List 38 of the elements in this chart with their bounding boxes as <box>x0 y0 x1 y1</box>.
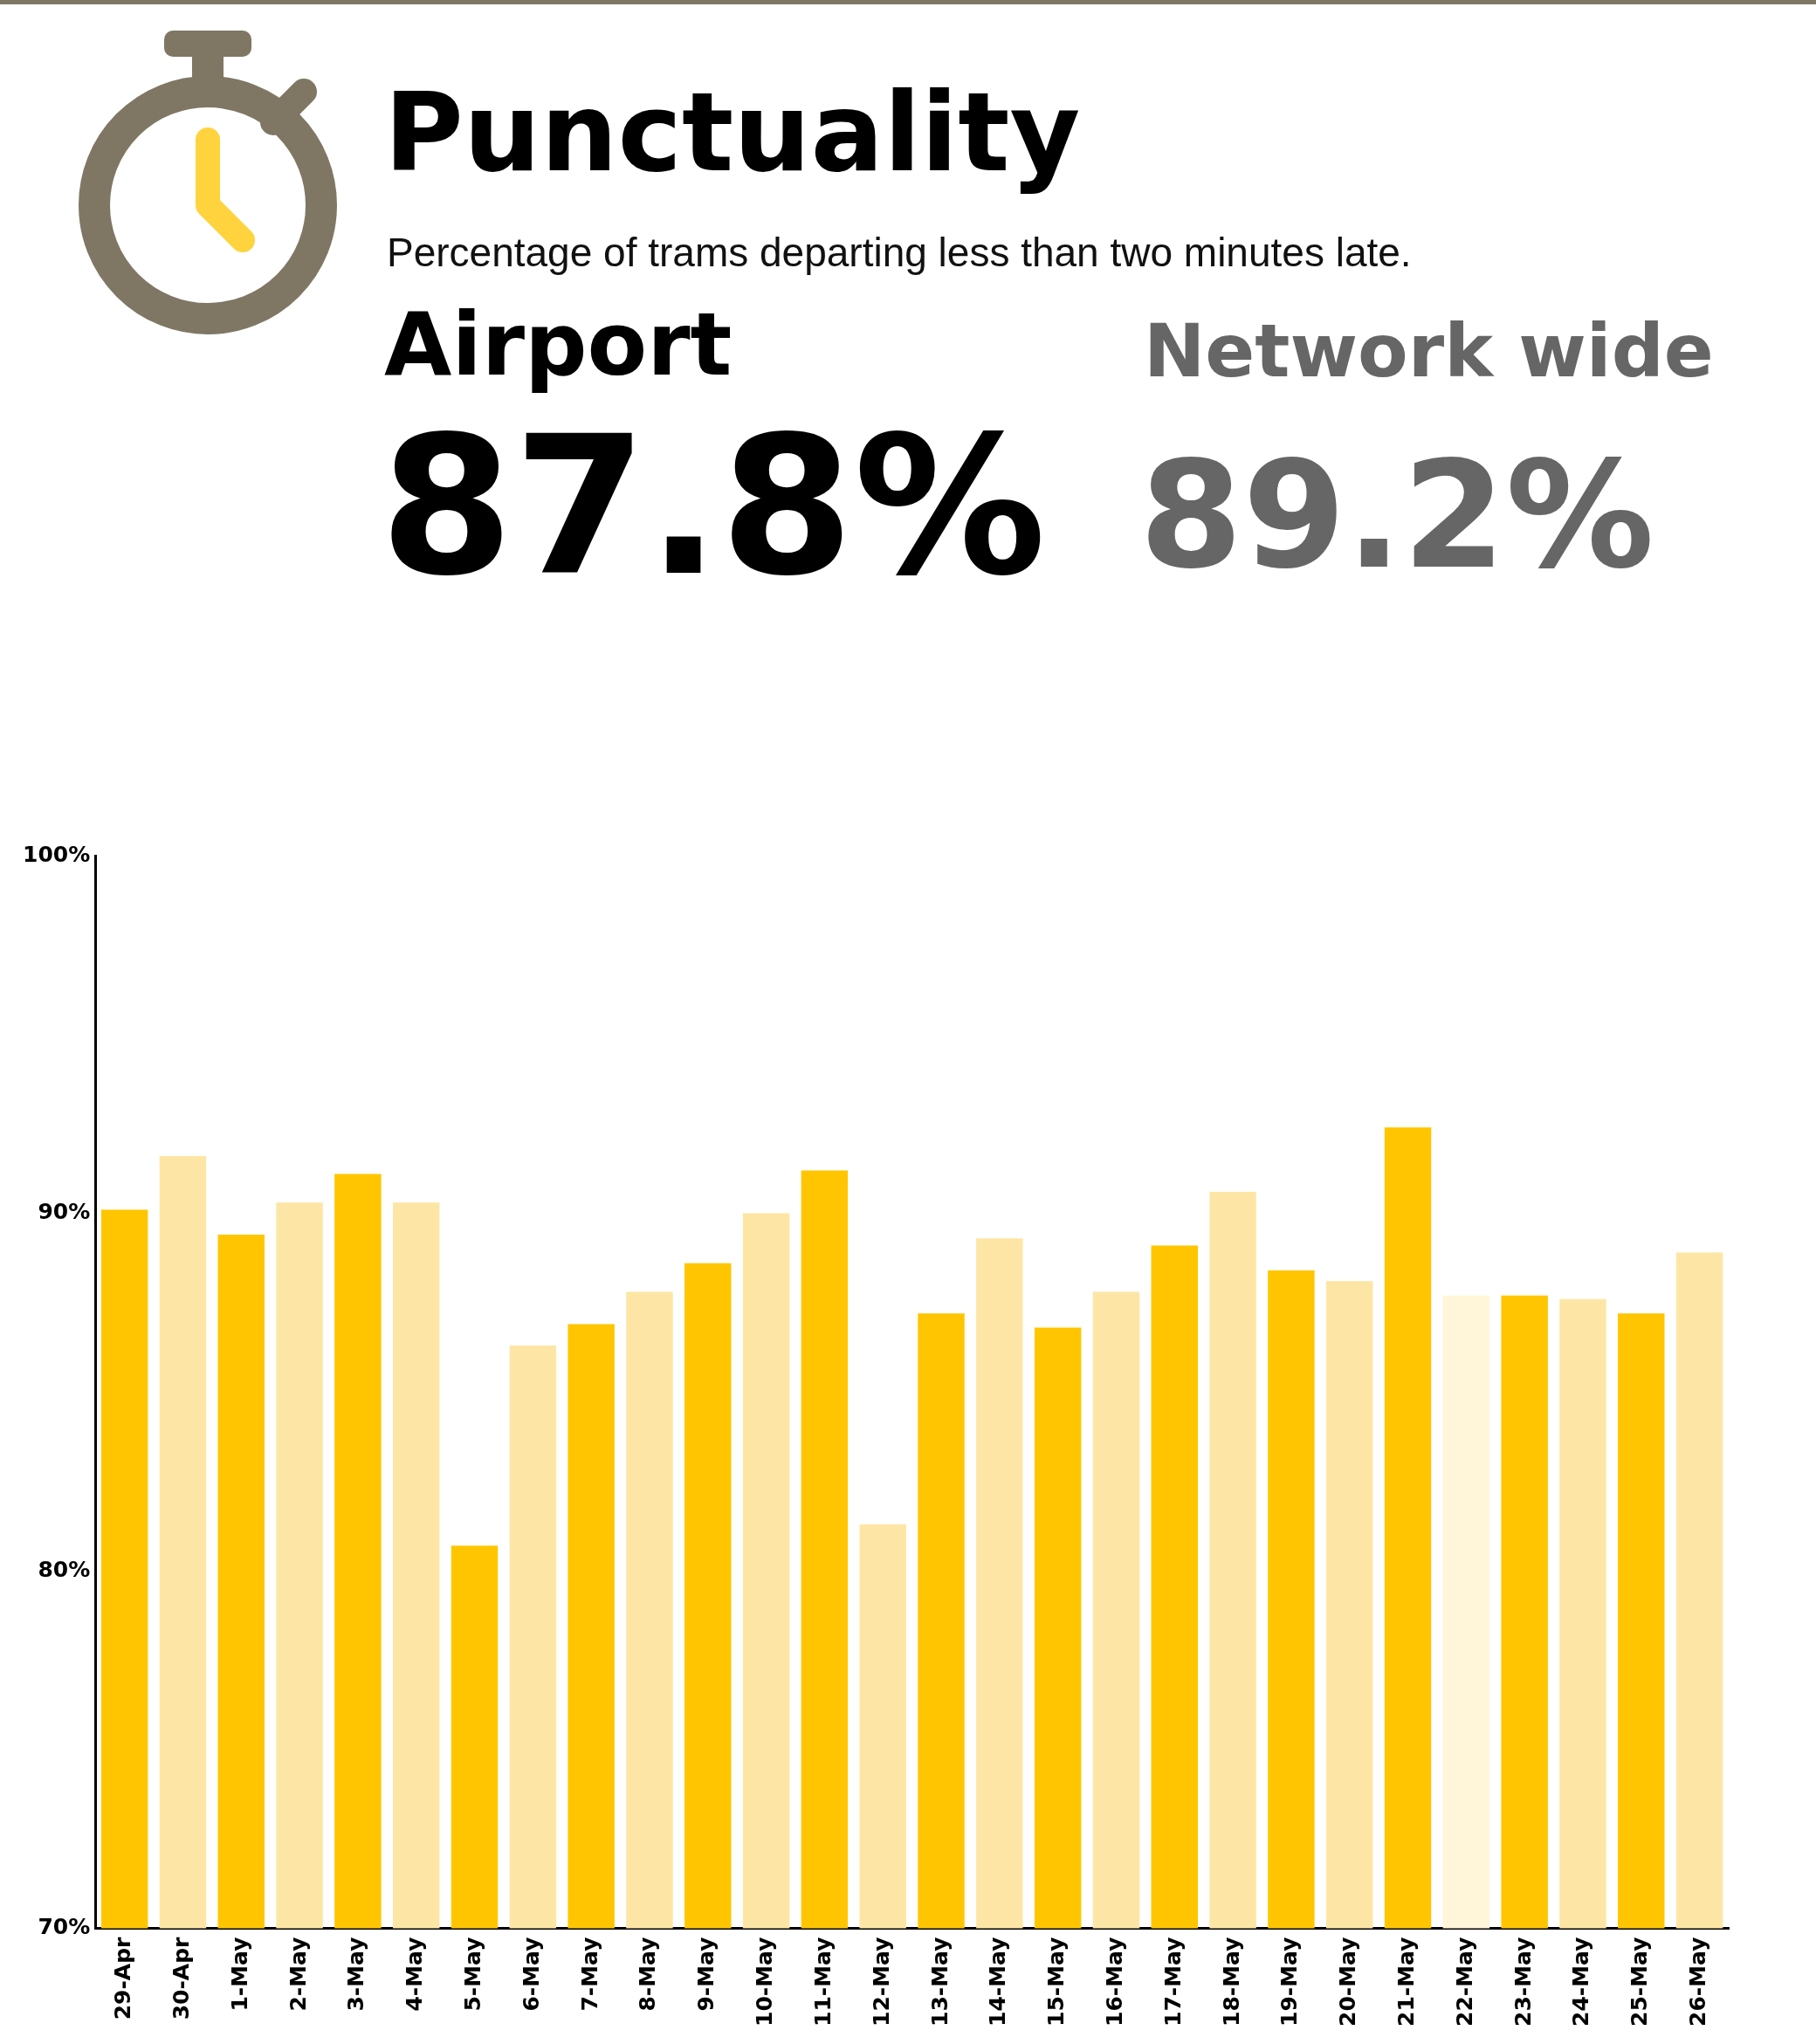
x-tick-label: 12-May <box>868 1937 894 2027</box>
x-tick-label: 5-May <box>460 1937 486 2012</box>
x-tick-label: 26-May <box>1685 1937 1711 2027</box>
x-tick-label: 17-May <box>1159 1937 1186 2027</box>
text: 87.8% <box>380 395 1047 618</box>
x-tick-label: 11-May <box>809 1937 836 2027</box>
y-tick-label: 70% <box>38 1914 91 1940</box>
x-tick-label: 14-May <box>985 1937 1011 2027</box>
text: 89.2% <box>1139 429 1654 602</box>
text: Network wide <box>1144 308 1714 394</box>
x-tick-label: 2-May <box>285 1937 311 2012</box>
x-tick-label: 30-Apr <box>168 1936 194 2020</box>
text: Airport <box>384 293 733 396</box>
x-tick-label: 23-May <box>1510 1937 1536 2027</box>
x-tick-label: 1-May <box>226 1937 252 2012</box>
x-tick-label: 16-May <box>1101 1937 1127 2027</box>
x-tick-label: 29-Apr <box>110 1936 136 2020</box>
x-tick-label: 4-May <box>402 1937 428 2012</box>
y-tick-label: 80% <box>38 1556 91 1582</box>
x-tick-label: 18-May <box>1218 1937 1244 2027</box>
x-tick-label: 20-May <box>1335 1937 1361 2027</box>
x-tick-label: 10-May <box>752 1937 778 2027</box>
chart-title: Punctuality <box>384 70 1081 196</box>
x-tick-label: 21-May <box>1393 1937 1420 2027</box>
x-tick-label: 8-May <box>635 1937 661 2012</box>
x-tick-label: 19-May <box>1276 1937 1303 2027</box>
x-tick-label: 3-May <box>343 1937 369 2012</box>
x-tick-label: 13-May <box>926 1937 953 2027</box>
x-tick-label: 24-May <box>1568 1937 1594 2027</box>
x-tick-label: 9-May <box>693 1937 719 2012</box>
x-tick-label: 6-May <box>518 1937 544 2012</box>
x-tick-label: 7-May <box>576 1937 602 2012</box>
y-tick-label: 90% <box>38 1199 91 1225</box>
x-tick-label: 15-May <box>1043 1937 1070 2027</box>
chart-subtitle: Percentage of trams departing less than two minutes late. <box>387 229 1412 276</box>
x-tick-label: 25-May <box>1627 1937 1653 2027</box>
y-tick-label: 100% <box>23 841 91 867</box>
x-tick-label: 22-May <box>1451 1937 1477 2027</box>
